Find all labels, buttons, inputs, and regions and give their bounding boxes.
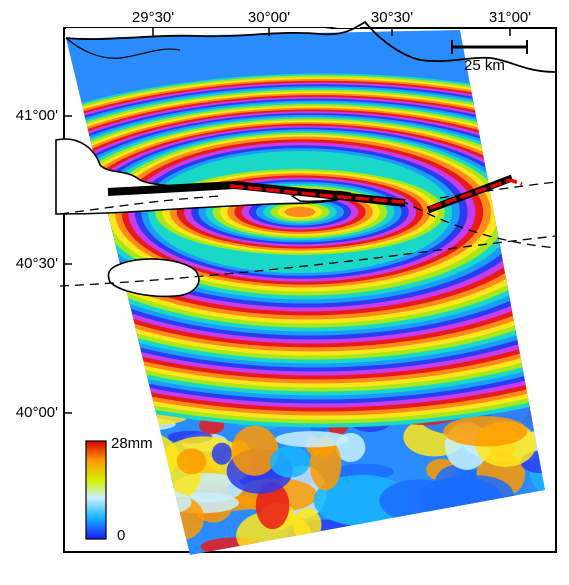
fringe-band <box>284 206 316 218</box>
deformation-patch <box>231 425 279 476</box>
northern-coastline <box>65 20 556 73</box>
lake-iznik <box>107 258 200 298</box>
colorbar-max-label: 28mm <box>111 435 153 452</box>
lat-label-41-00: 41°00' <box>15 107 58 124</box>
lon-label-30-30: 30°30' <box>370 9 414 26</box>
lon-label-29-30: 29°30' <box>131 9 175 26</box>
southern-fault-trace <box>59 235 557 287</box>
western-fault-trace <box>59 195 221 215</box>
eastern-fault-branch <box>399 199 557 249</box>
lon-label-31-00: 31°00' <box>488 9 532 26</box>
deformation-patch <box>309 438 342 491</box>
lon-label-30-00: 30°00' <box>247 9 291 26</box>
top-axis-ticks <box>64 28 511 414</box>
scale-bar <box>451 40 528 54</box>
surface-rupture-red <box>229 184 405 204</box>
deformation-patch <box>269 446 311 478</box>
northeastern-fault-branch <box>439 181 557 199</box>
deformation-patch <box>255 482 290 530</box>
deformation-patch <box>275 431 350 448</box>
deformation-patch <box>443 416 528 447</box>
colorbar-min-label: 0 <box>117 527 126 544</box>
colorbar <box>85 440 107 540</box>
scale-bar-label: 25 km <box>464 57 505 74</box>
deformation-patch <box>211 442 233 465</box>
black-sea-area <box>66 22 360 39</box>
lat-label-40-00: 40°00' <box>15 404 58 421</box>
lat-label-40-30: 40°30' <box>15 255 58 272</box>
deformation-patch <box>176 448 207 475</box>
deformation-patch <box>313 474 411 527</box>
bosphorus-coast <box>65 37 181 59</box>
surface-rupture-red-east <box>429 178 523 210</box>
